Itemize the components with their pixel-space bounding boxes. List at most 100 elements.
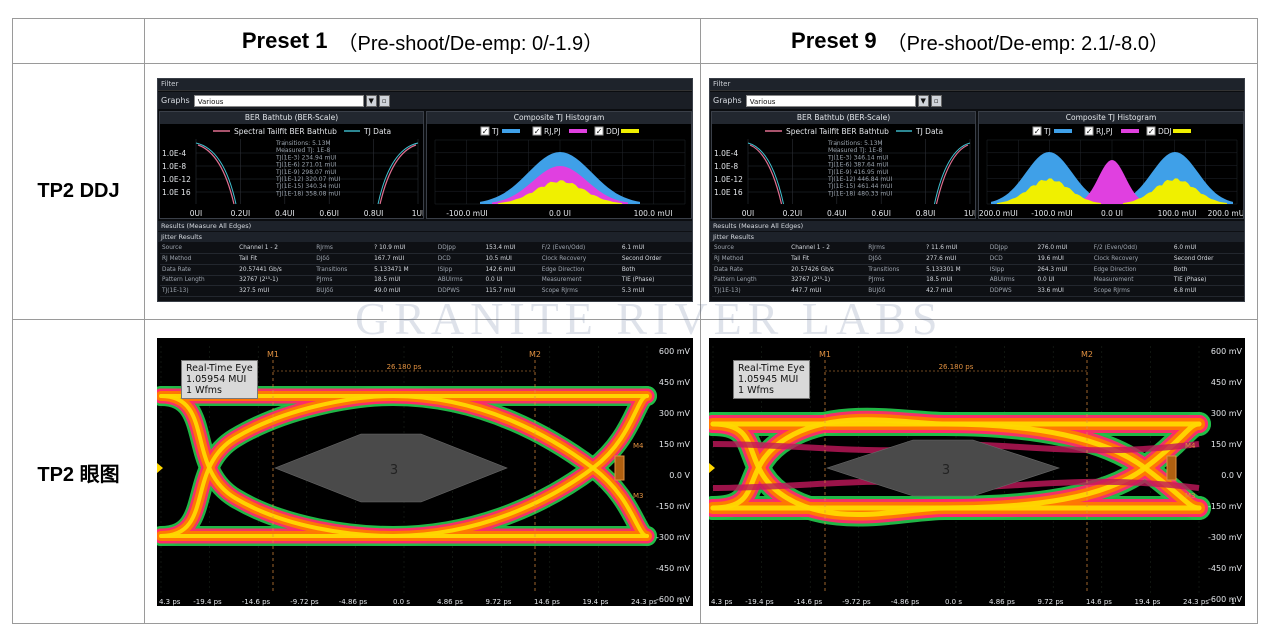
- filter-bar: Filter: [158, 79, 692, 91]
- mask-number: 3: [942, 463, 950, 478]
- ground-marker-icon[interactable]: [709, 463, 715, 473]
- table-row: TJ(1E-13) 447.7 mUI BUJδδ 42.7 mUI DDPWS 33.6…: [712, 285, 1244, 297]
- x-tick-label: 0.4UI: [827, 209, 847, 218]
- jitter-results-title: Jitter Results: [158, 232, 692, 242]
- trigger-level-marker[interactable]: [1166, 455, 1177, 481]
- histogram-ddj: [1123, 178, 1227, 204]
- eye-trace: [710, 421, 948, 518]
- table-cell: Second Order: [619, 253, 692, 265]
- table-cell: DDPWS: [435, 285, 484, 297]
- table-cell: Measurement: [1091, 275, 1172, 287]
- header-preset1-detail: （Pre-shoot/De-emp: 0/-1.9）: [337, 32, 604, 55]
- table-cell: Both: [1171, 264, 1244, 276]
- table-cell: 447.7 mUI: [789, 285, 867, 297]
- table-cell: DCD: [987, 253, 1036, 265]
- x-axis-label: 9.72 ps: [1038, 598, 1064, 606]
- marker-label: M2: [1081, 350, 1093, 359]
- detach-icon[interactable]: ▫: [378, 94, 390, 107]
- jitter-results-table: Source Channel 1 - 2 RJrms? 10.9 mUI DDJpp 1…: [160, 243, 692, 297]
- x-axis-label: -19.4 ps: [193, 598, 222, 606]
- legend-checkbox[interactable]: [1146, 126, 1156, 136]
- legend-checkbox[interactable]: [1084, 126, 1094, 136]
- legend-checkbox[interactable]: [594, 126, 604, 136]
- x-axis-label: -14.6 ps: [242, 598, 271, 606]
- x-axis-label: 0.0 s: [945, 598, 962, 606]
- table-cell: 6.1 mUI: [619, 243, 692, 255]
- eye-info-title: Real-Time Eye: [738, 363, 805, 374]
- detach-icon[interactable]: ▫: [930, 94, 942, 107]
- eye-trace: [942, 421, 1202, 511]
- legend-checkbox[interactable]: [532, 126, 542, 136]
- bathtub-annotation: TJ(1E-18) 480.33 mUI: [827, 190, 893, 197]
- table-cell: F/2 (Even/Odd): [1091, 243, 1172, 255]
- histogram-x-tick: 0.0 UI: [549, 209, 571, 218]
- x-axis-label: -14.6 ps: [794, 598, 823, 606]
- bathtub-title: BER Bathtub (BER-Scale): [160, 112, 423, 124]
- graphs-select[interactable]: Various: [745, 94, 916, 107]
- y-axis-label: -150 mV: [656, 502, 690, 511]
- y-axis-label: -300 mV: [656, 533, 690, 542]
- histogram-x-tick: -100.0 mUI: [446, 209, 488, 218]
- marker-m3: M3: [633, 492, 644, 500]
- graphs-label: Graphs: [161, 96, 190, 105]
- y-axis-label: 0.0 V: [1221, 471, 1242, 480]
- table-cell: 153.4 mUI: [483, 243, 540, 255]
- bathtub-annotation: TJ(1E-6) 387.64 mUI: [827, 162, 889, 169]
- legend-swatch: [569, 129, 587, 133]
- ber-panel-preset9: Filter Graphs Various ▼ ▫ BER Bathtub (BER-Sc…: [709, 78, 1245, 302]
- legend-checkbox[interactable]: [1032, 126, 1042, 136]
- bathtub-annotation: Measured TJ: 1E-8: [828, 147, 882, 154]
- x-axis-label: 14.6 ps: [534, 598, 560, 606]
- table-cell: 5.3 mUI: [619, 285, 692, 297]
- legend-label: DDJ: [606, 127, 620, 136]
- table-cell: DDJpp: [987, 243, 1036, 255]
- legend-checkbox[interactable]: [480, 126, 490, 136]
- histogram-title: Composite TJ Histogram: [427, 112, 691, 124]
- x-tick-label: 0.6UI: [319, 209, 339, 218]
- y-axis-label: 600 mV: [1211, 347, 1243, 356]
- x-axis-label: -9.72 ps: [290, 598, 319, 606]
- table-cell: RJrms: [314, 243, 373, 255]
- chevron-down-icon[interactable]: ▼: [917, 94, 929, 107]
- ground-marker-icon[interactable]: [157, 463, 163, 473]
- bathtub-left-tj: [747, 142, 785, 205]
- x-axis-label: 1: [679, 598, 683, 606]
- table-cell: RJ Method: [712, 253, 790, 265]
- table-cell: 32767 (2¹⁵-1): [237, 275, 315, 287]
- eye-info-box: Real-Time Eye 1.05954 MUI 1 Wfms: [181, 360, 258, 399]
- y-axis-label: -600 mV: [1208, 595, 1242, 604]
- table-cell: Channel 1 - 2: [789, 243, 867, 255]
- bathtub-left-tj: [195, 142, 237, 205]
- ber-bathtub-chart: BER Bathtub (BER-Scale) Spectral Tailfit …: [159, 111, 424, 219]
- bathtub-annotation: TJ(1E-9) 416.95 mUI: [827, 169, 889, 176]
- y-tick-label: 1.0E 16: [714, 188, 743, 197]
- x-axis-label: 9.72 ps: [486, 598, 512, 606]
- bathtub-annotation: Measured TJ: 1E-8: [276, 147, 330, 154]
- x-tick-label: 0.6UI: [871, 209, 891, 218]
- table-cell: BUJδδ: [866, 285, 925, 297]
- table-row: TJ(1E-13) 327.5 mUI BUJδδ 49.0 mUI DDPWS 115.…: [160, 285, 692, 297]
- table-cell: Clock Recovery: [1091, 253, 1172, 265]
- graphs-select[interactable]: Various: [193, 94, 364, 107]
- table-cell: RJrms: [866, 243, 925, 255]
- row-divider: [13, 319, 1257, 320]
- table-cell: Source: [160, 243, 238, 255]
- eye-info-wfms: 1 Wfms: [738, 385, 775, 396]
- legend-label: TJ: [491, 127, 499, 136]
- chevron-down-icon[interactable]: ▼: [365, 94, 377, 107]
- table-cell: 167.7 mUI: [372, 253, 436, 265]
- eye-trace: [159, 394, 395, 538]
- filter-bar: Filter: [710, 79, 1244, 91]
- check-icon: ✓: [1148, 127, 1155, 136]
- x-axis-label: -4.86 ps: [891, 598, 920, 606]
- eye-info-mui: 1.05945 MUI: [738, 374, 799, 385]
- trigger-level-marker[interactable]: [614, 455, 625, 481]
- table-cell: 18.5 mUI: [372, 275, 436, 287]
- table-row: RJ Method Tail Fit DJδδ 277.6 mUI DCD 19.6 mU…: [712, 253, 1244, 265]
- y-axis-label: -450 mV: [656, 564, 690, 573]
- bathtub-left-spectral: [749, 144, 783, 205]
- y-tick-label: 1.0E-4: [162, 149, 186, 158]
- histogram-x-tick: 100.0 mUI: [1158, 209, 1197, 218]
- y-axis-label: -450 mV: [1208, 564, 1242, 573]
- x-axis-label: 19.4 ps: [1135, 598, 1161, 606]
